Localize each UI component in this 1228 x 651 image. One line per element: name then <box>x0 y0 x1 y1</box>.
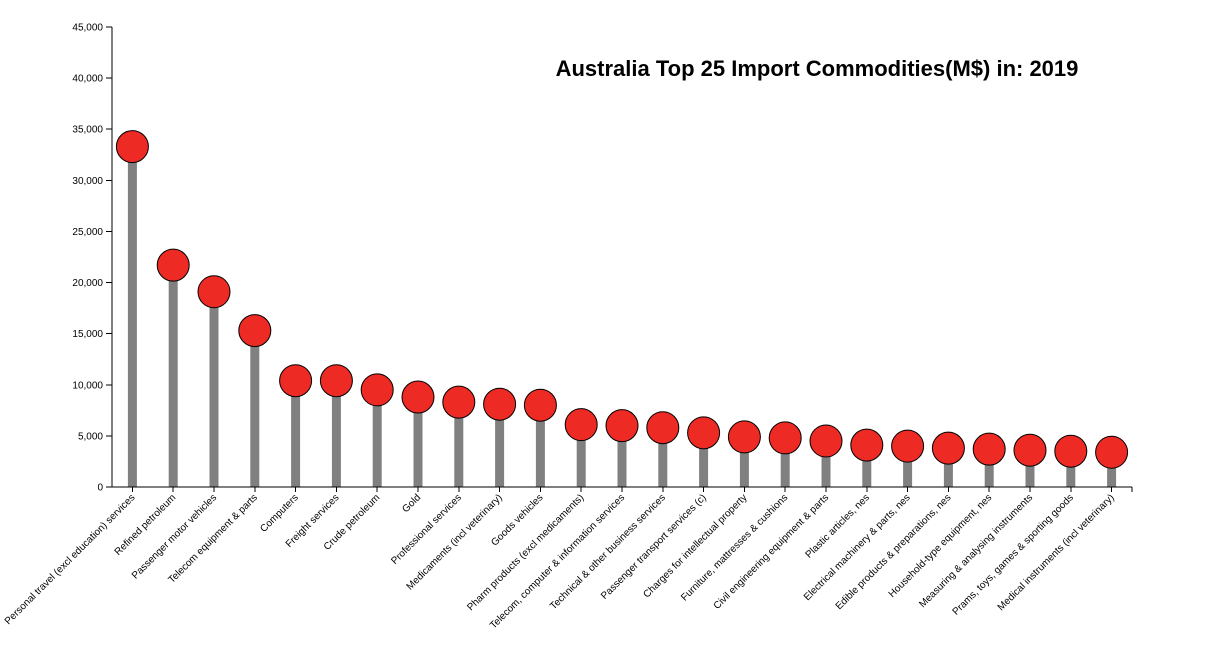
lollipop-stem <box>535 405 545 487</box>
y-tick-label: 10,000 <box>72 380 103 391</box>
lollipop-point <box>850 428 884 462</box>
lollipop-stem <box>984 449 994 487</box>
y-tick-label: 35,000 <box>72 125 103 136</box>
lollipop-point <box>156 248 190 282</box>
lollipop-stem <box>699 432 709 487</box>
lollipop-stem <box>943 448 953 487</box>
lollipop-stem <box>209 291 219 487</box>
lollipop-point <box>401 380 435 414</box>
lollipop-stem <box>658 427 668 487</box>
lollipop-point <box>442 385 476 419</box>
x-tick-label: Professional services <box>389 492 464 567</box>
lollipop-point <box>319 364 353 398</box>
lollipop-stem <box>168 265 178 487</box>
lollipop-point <box>972 432 1006 466</box>
y-tick-label: 0 <box>97 483 103 494</box>
lollipop-point <box>605 409 639 443</box>
lollipop-stem <box>780 437 790 487</box>
lollipop-point <box>564 408 598 442</box>
lollipop-stem <box>821 441 831 487</box>
lollipop-point <box>687 416 721 450</box>
lollipop-point <box>727 420 761 454</box>
lollipop-point <box>197 275 231 309</box>
lollipop-stem <box>331 380 341 487</box>
lollipop-point <box>115 130 149 164</box>
x-tick-label: Gold <box>400 492 423 515</box>
lollipop-stem <box>576 424 586 487</box>
x-tick-label: Passenger motor vehicles <box>130 492 219 581</box>
lollipop-stem <box>903 446 913 487</box>
stems-group <box>127 146 1117 487</box>
lollipop-point <box>523 388 557 422</box>
lollipop-stem <box>1107 452 1117 487</box>
x-tick-label: Computers <box>258 492 300 534</box>
lollipop-point <box>1095 435 1129 469</box>
lollipop-point <box>483 387 517 421</box>
y-tick-label: 25,000 <box>72 227 103 238</box>
lollipop-stem <box>127 146 137 487</box>
chart-title: Australia Top 25 Import Commodities(M$) … <box>556 56 1079 81</box>
lollipop-point <box>646 411 680 445</box>
lollipop-stem <box>495 404 505 487</box>
lollipop-stem <box>250 330 260 487</box>
lollipop-point <box>931 431 965 465</box>
y-tick-label: 20,000 <box>72 278 103 289</box>
lollipop-stem <box>617 425 627 487</box>
lollipop-stem <box>372 389 382 487</box>
lollipop-stem <box>1066 451 1076 487</box>
x-tick-label: Personal travel (excl education) service… <box>3 492 138 627</box>
lollipop-point <box>360 373 394 407</box>
y-tick-label: 5,000 <box>78 431 103 442</box>
lollipop-point <box>279 364 313 398</box>
y-tick-label: 40,000 <box>72 74 103 85</box>
lollipop-point <box>238 314 272 348</box>
y-tick-label: 45,000 <box>72 23 103 34</box>
points-group <box>115 130 1129 469</box>
lollipop-point <box>768 421 802 455</box>
lollipop-stem <box>739 436 749 487</box>
y-tick-label: 30,000 <box>72 176 103 187</box>
lollipop-stem <box>862 445 872 487</box>
x-axis: Personal travel (excl education) service… <box>3 486 1133 631</box>
lollipop-point <box>1054 434 1088 468</box>
y-tick-label: 15,000 <box>72 329 103 340</box>
lollipop-stem <box>454 402 464 487</box>
lollipop-point <box>1013 433 1047 467</box>
lollipop-point <box>809 424 843 458</box>
y-axis: 0 5,000 10,000 15,000 20,000 25,000 30,000 35,0… <box>72 23 113 494</box>
lollipop-stem <box>413 397 423 487</box>
lollipop-stem <box>291 380 301 487</box>
lollipop-point <box>891 429 925 463</box>
x-tick-label: Telecom equipment & parts <box>166 492 259 585</box>
lollipop-stem <box>1025 450 1035 487</box>
